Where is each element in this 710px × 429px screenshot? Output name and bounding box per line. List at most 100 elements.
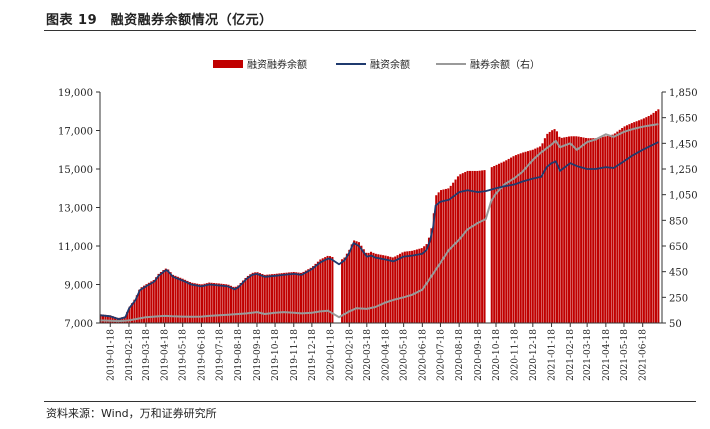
bar: [348, 249, 351, 323]
bar: [618, 129, 621, 323]
bar: [159, 271, 162, 323]
bar: [130, 303, 134, 323]
bar: [353, 240, 356, 323]
bar: [604, 136, 607, 323]
bar: [99, 314, 102, 323]
bar: [589, 138, 592, 323]
bar: [203, 283, 206, 323]
x-tick-label: 2021-06-18: [639, 329, 649, 381]
bar: [135, 295, 138, 323]
y-right-tick-label: 1,850: [669, 88, 698, 99]
bar: [261, 273, 264, 323]
bar: [181, 278, 184, 323]
x-tick-label: 2020-02-18: [345, 329, 355, 381]
y-left-tick-label: 15,000: [58, 165, 93, 176]
bar: [437, 192, 440, 323]
bar: [398, 253, 402, 323]
bar: [568, 136, 571, 323]
bar: [621, 128, 624, 323]
x-tick-label: 2019-10-18: [271, 329, 281, 381]
bar: [283, 272, 286, 323]
bar: [326, 255, 329, 323]
bar: [164, 268, 167, 323]
x-tick-label: 2020-07-18: [437, 329, 447, 381]
bar: [539, 146, 542, 323]
bar: [174, 275, 177, 323]
chart: 融资融券余额 融资余额 融券余额（右） 7,000 9,000 11,000 13,0…: [58, 58, 698, 381]
bar: [510, 157, 513, 323]
bar: [254, 272, 257, 323]
bar: [495, 164, 498, 324]
bar: [150, 281, 153, 323]
bar: [558, 136, 561, 323]
x-tick-label: 2019-11-18: [290, 329, 300, 381]
bar: [362, 249, 365, 323]
x-tick-label: 2020-11-18: [511, 329, 521, 381]
y-right-tick-label: 1,050: [669, 191, 698, 202]
bar: [546, 133, 549, 323]
bar: [580, 137, 583, 323]
bar: [147, 282, 150, 323]
bar: [652, 112, 655, 323]
bar: [638, 120, 641, 323]
bar: [565, 136, 568, 323]
bar: [394, 256, 397, 323]
y-right-tick-label: 250: [669, 293, 688, 304]
bar: [440, 190, 443, 323]
bar: [210, 282, 213, 323]
bar: [278, 273, 281, 323]
bar: [273, 273, 276, 323]
bar: [386, 256, 389, 323]
bar: [449, 185, 452, 323]
bar: [251, 272, 254, 323]
legend: 融资融券余额 融资余额 融券余额（右）: [213, 58, 540, 71]
bar: [442, 189, 445, 323]
bar: [531, 149, 534, 323]
bar: [208, 282, 211, 323]
bar: [582, 137, 585, 323]
bar: [140, 287, 143, 323]
bar: [145, 284, 148, 323]
bar: [635, 121, 638, 324]
bar: [191, 282, 194, 323]
bar: [577, 136, 580, 323]
legend-label-securities: 融券余额（右）: [470, 58, 540, 71]
bar: [372, 252, 375, 324]
source-rule: [44, 401, 696, 402]
bar: [101, 314, 105, 323]
bar: [572, 136, 575, 323]
bar: [246, 275, 249, 323]
bar: [384, 255, 387, 324]
bar: [258, 273, 261, 323]
bar: [350, 244, 353, 323]
bar: [198, 284, 201, 323]
bar: [606, 135, 609, 323]
x-tick-label: 2020-01-18: [327, 329, 337, 381]
y-right-tick-label: 1,250: [669, 165, 698, 176]
bar: [367, 252, 370, 324]
bar: [534, 148, 537, 323]
bar: [309, 267, 312, 323]
bar: [553, 129, 556, 323]
x-tick-label: 2020-08-18: [455, 329, 465, 381]
bar: [466, 170, 469, 323]
bar: [447, 188, 450, 323]
bar: [176, 276, 179, 323]
bar: [575, 136, 578, 323]
bar: [382, 255, 385, 323]
bar: [505, 160, 508, 323]
bar: [640, 119, 643, 324]
y-right-tick-label: 450: [669, 268, 688, 279]
bar: [423, 246, 426, 323]
x-tick-label: 2019-03-18: [142, 329, 152, 381]
bar: [514, 155, 517, 323]
bar: [452, 182, 455, 323]
bar: [377, 254, 380, 323]
bar: [249, 274, 252, 323]
bar: [287, 272, 290, 323]
bar: [263, 274, 266, 324]
bar: [611, 134, 614, 323]
bar: [502, 161, 505, 323]
bar: [526, 151, 530, 323]
x-tick-label: 2020-05-18: [400, 329, 410, 381]
